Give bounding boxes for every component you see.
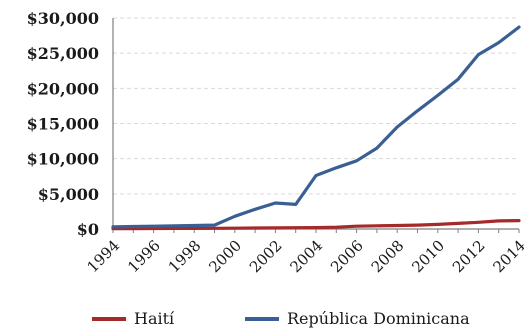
- legend-label: República Dominicana: [287, 309, 470, 328]
- x-tick-label: 2014: [490, 237, 524, 277]
- y-tick-label: $15,000: [27, 115, 99, 134]
- legend: Haití República Dominicana: [92, 309, 470, 328]
- x-tick-label: 1996: [124, 237, 164, 277]
- y-tick-label: $20,000: [27, 79, 99, 98]
- y-tick-label: $0: [77, 220, 99, 239]
- x-tick-label: 2006: [327, 237, 367, 277]
- y-axis-ticks: $0 $5,000 $10,000 $15,000 $20,000 $25,000 $30,…: [27, 9, 99, 239]
- x-tick-label: 2010: [408, 237, 448, 277]
- x-axis-ticks: 1994 1996 1998 2000 2002 2004 2006 2008 2010 2012…: [84, 229, 524, 276]
- x-tick-label: 2000: [205, 237, 245, 277]
- x-tick-label: 2008: [368, 237, 408, 277]
- y-tick-label: $5,000: [38, 185, 99, 204]
- x-tick-label: 2012: [449, 237, 489, 277]
- x-tick-label: 1998: [165, 237, 205, 277]
- gridlines: [113, 17, 519, 195]
- series-line-0: [111, 219, 521, 231]
- series-lines: [111, 25, 521, 231]
- legend-label: Haití: [134, 309, 175, 328]
- x-tick-label: 2004: [287, 237, 327, 277]
- x-tick-label: 1994: [84, 237, 124, 277]
- series-line-1: [111, 25, 521, 229]
- x-tick-label: 2002: [246, 237, 286, 277]
- y-tick-label: $25,000: [27, 44, 99, 63]
- y-tick-label: $30,000: [27, 9, 99, 28]
- y-tick-label: $10,000: [27, 150, 99, 169]
